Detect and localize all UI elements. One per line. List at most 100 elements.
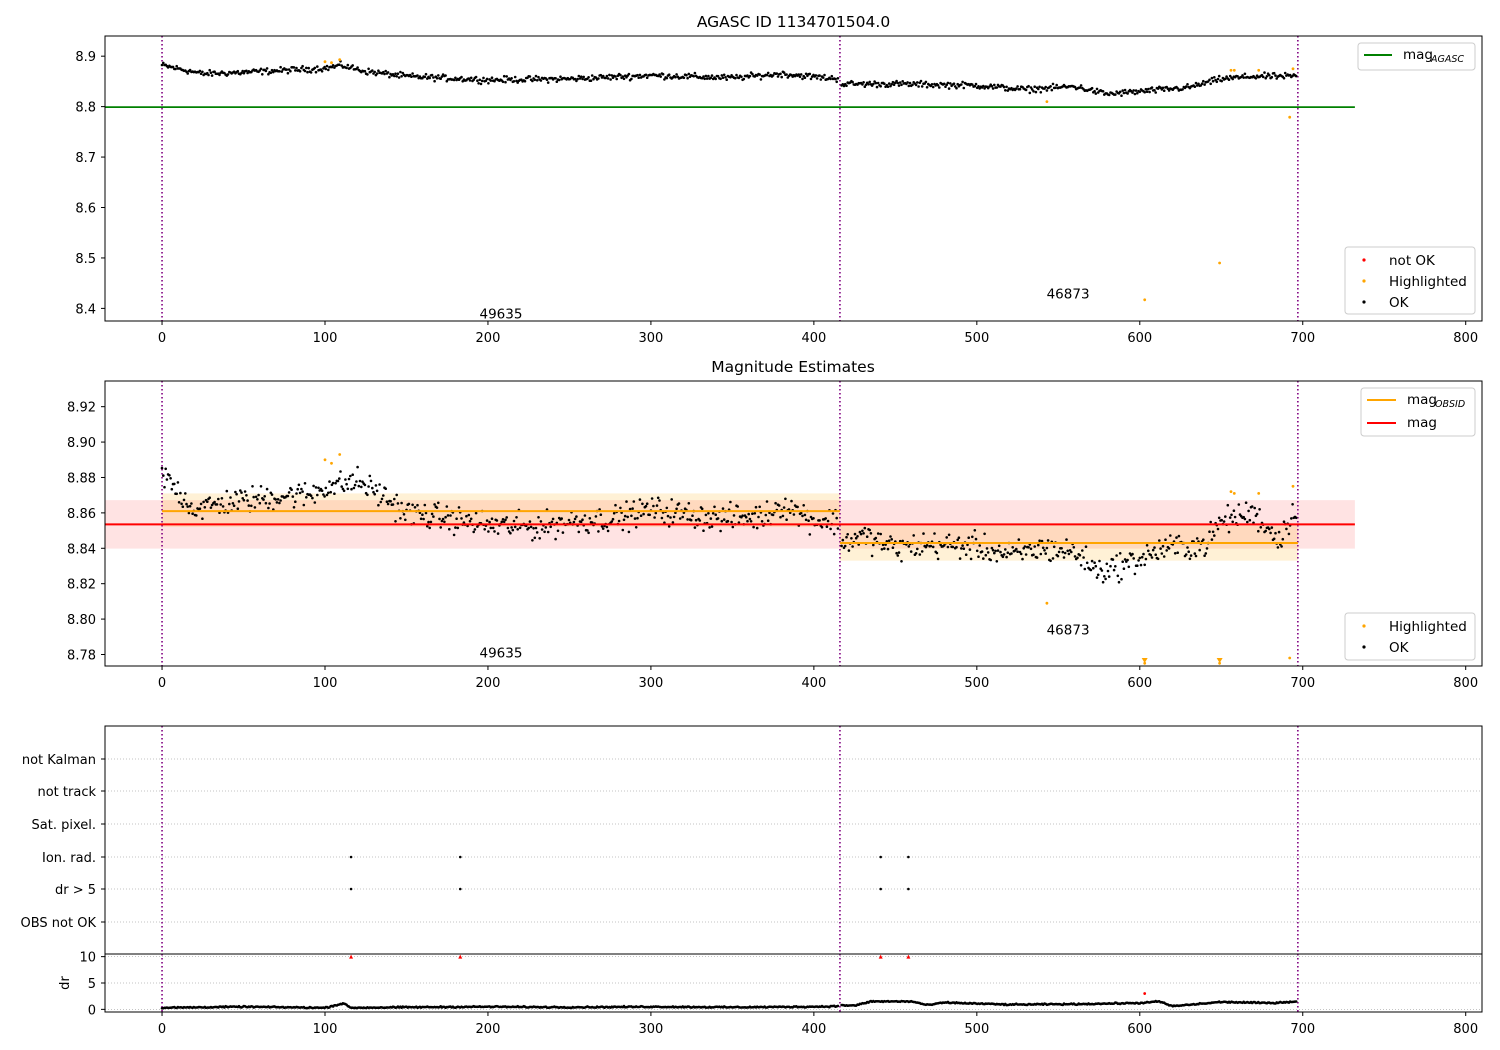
- ok-point: [323, 495, 326, 498]
- ok-point: [1107, 93, 1111, 97]
- ok-point: [600, 525, 604, 528]
- ok-point: [1115, 554, 1118, 557]
- ok-point: [432, 76, 435, 79]
- ok-point: [540, 528, 544, 531]
- ok-point: [218, 73, 221, 77]
- dr-not-ok-marker: [906, 954, 911, 959]
- ok-point: [355, 480, 358, 483]
- ok-point: [694, 518, 698, 522]
- ok-point: [914, 83, 918, 87]
- ok-point: [344, 478, 347, 481]
- ok-point: [489, 79, 493, 82]
- ok-point: [1148, 90, 1151, 94]
- ok-point: [961, 544, 964, 547]
- ok-point: [535, 79, 539, 82]
- ok-point: [375, 489, 379, 493]
- highlighted-point: [338, 58, 342, 62]
- ok-point: [835, 516, 838, 520]
- ok-point: [1015, 547, 1018, 551]
- ok-point: [709, 517, 713, 520]
- ok-point: [1103, 575, 1106, 578]
- ok-point: [379, 500, 383, 504]
- ok-point: [747, 512, 750, 516]
- ok-point: [286, 71, 290, 75]
- ok-point: [766, 71, 770, 75]
- ok-point: [1024, 88, 1028, 92]
- ok-point: [394, 72, 397, 75]
- ok-point: [357, 484, 361, 488]
- ok-point: [1033, 545, 1036, 548]
- flag-point: [458, 855, 462, 859]
- ok-point: [210, 74, 214, 77]
- ok-point: [886, 85, 890, 88]
- ok-point: [240, 491, 243, 494]
- ok-point: [766, 519, 770, 522]
- ok-point: [711, 512, 715, 515]
- ok-point: [1054, 86, 1057, 90]
- ok-point: [1213, 76, 1216, 79]
- ok-point: [1002, 85, 1006, 89]
- x-tick-label: 300: [638, 331, 663, 346]
- ok-point: [614, 503, 617, 507]
- ok-point: [659, 75, 662, 78]
- ok-point: [995, 560, 999, 563]
- ok-point: [1285, 527, 1288, 531]
- ok-point: [638, 498, 642, 501]
- ok-point: [997, 544, 1001, 548]
- ok-point: [1150, 556, 1154, 559]
- ok-point: [1230, 513, 1233, 517]
- flag-category-label: Sat. pixel.: [32, 818, 96, 833]
- ok-point: [890, 83, 893, 86]
- ok-point: [292, 506, 296, 509]
- ok-point: [351, 473, 355, 477]
- ok-point: [829, 527, 832, 531]
- ok-point: [675, 73, 678, 76]
- ok-point: [973, 529, 977, 532]
- ok-point: [1208, 78, 1211, 82]
- ok-point: [831, 512, 835, 515]
- ok-point: [301, 490, 304, 493]
- ok-point: [631, 507, 634, 510]
- ok-point: [677, 502, 681, 505]
- ok-point: [737, 76, 741, 80]
- ok-point: [726, 519, 730, 523]
- ok-point: [768, 511, 771, 515]
- ok-point: [1209, 520, 1212, 524]
- ok-point: [267, 506, 270, 510]
- ok-point: [1122, 91, 1126, 95]
- ok-point: [427, 520, 430, 524]
- ok-point: [861, 529, 864, 533]
- ok-point: [868, 528, 871, 532]
- y-tick-label: 8.9: [75, 50, 96, 65]
- ok-point: [692, 74, 695, 78]
- legend-subscript-agasc: AGASC: [1430, 54, 1464, 65]
- ok-point: [423, 75, 427, 79]
- ok-point: [1211, 79, 1215, 83]
- ok-point: [538, 537, 541, 540]
- ok-point: [209, 71, 213, 74]
- ok-point: [259, 485, 263, 488]
- flag-category-label: OBS not OK: [21, 916, 97, 931]
- ok-point: [305, 496, 308, 499]
- ok-point: [501, 518, 505, 521]
- ok-point: [489, 526, 493, 530]
- ok-point: [279, 65, 282, 69]
- y-tick-label: 5: [88, 977, 96, 992]
- ok-point: [749, 520, 753, 523]
- ok-point: [265, 67, 269, 70]
- ok-point: [691, 514, 694, 517]
- ok-point: [1202, 538, 1205, 541]
- ok-point: [1123, 88, 1127, 92]
- ok-point: [714, 77, 717, 81]
- ok-point: [654, 511, 658, 515]
- ok-point: [1094, 564, 1098, 568]
- ok-point: [896, 81, 900, 85]
- ok-point: [502, 74, 506, 78]
- ok-point: [850, 537, 853, 540]
- ok-point: [966, 543, 969, 547]
- ok-point: [531, 539, 534, 542]
- ok-point: [671, 521, 675, 524]
- ok-point: [863, 85, 867, 88]
- ok-point: [891, 546, 895, 549]
- ok-point: [474, 75, 478, 79]
